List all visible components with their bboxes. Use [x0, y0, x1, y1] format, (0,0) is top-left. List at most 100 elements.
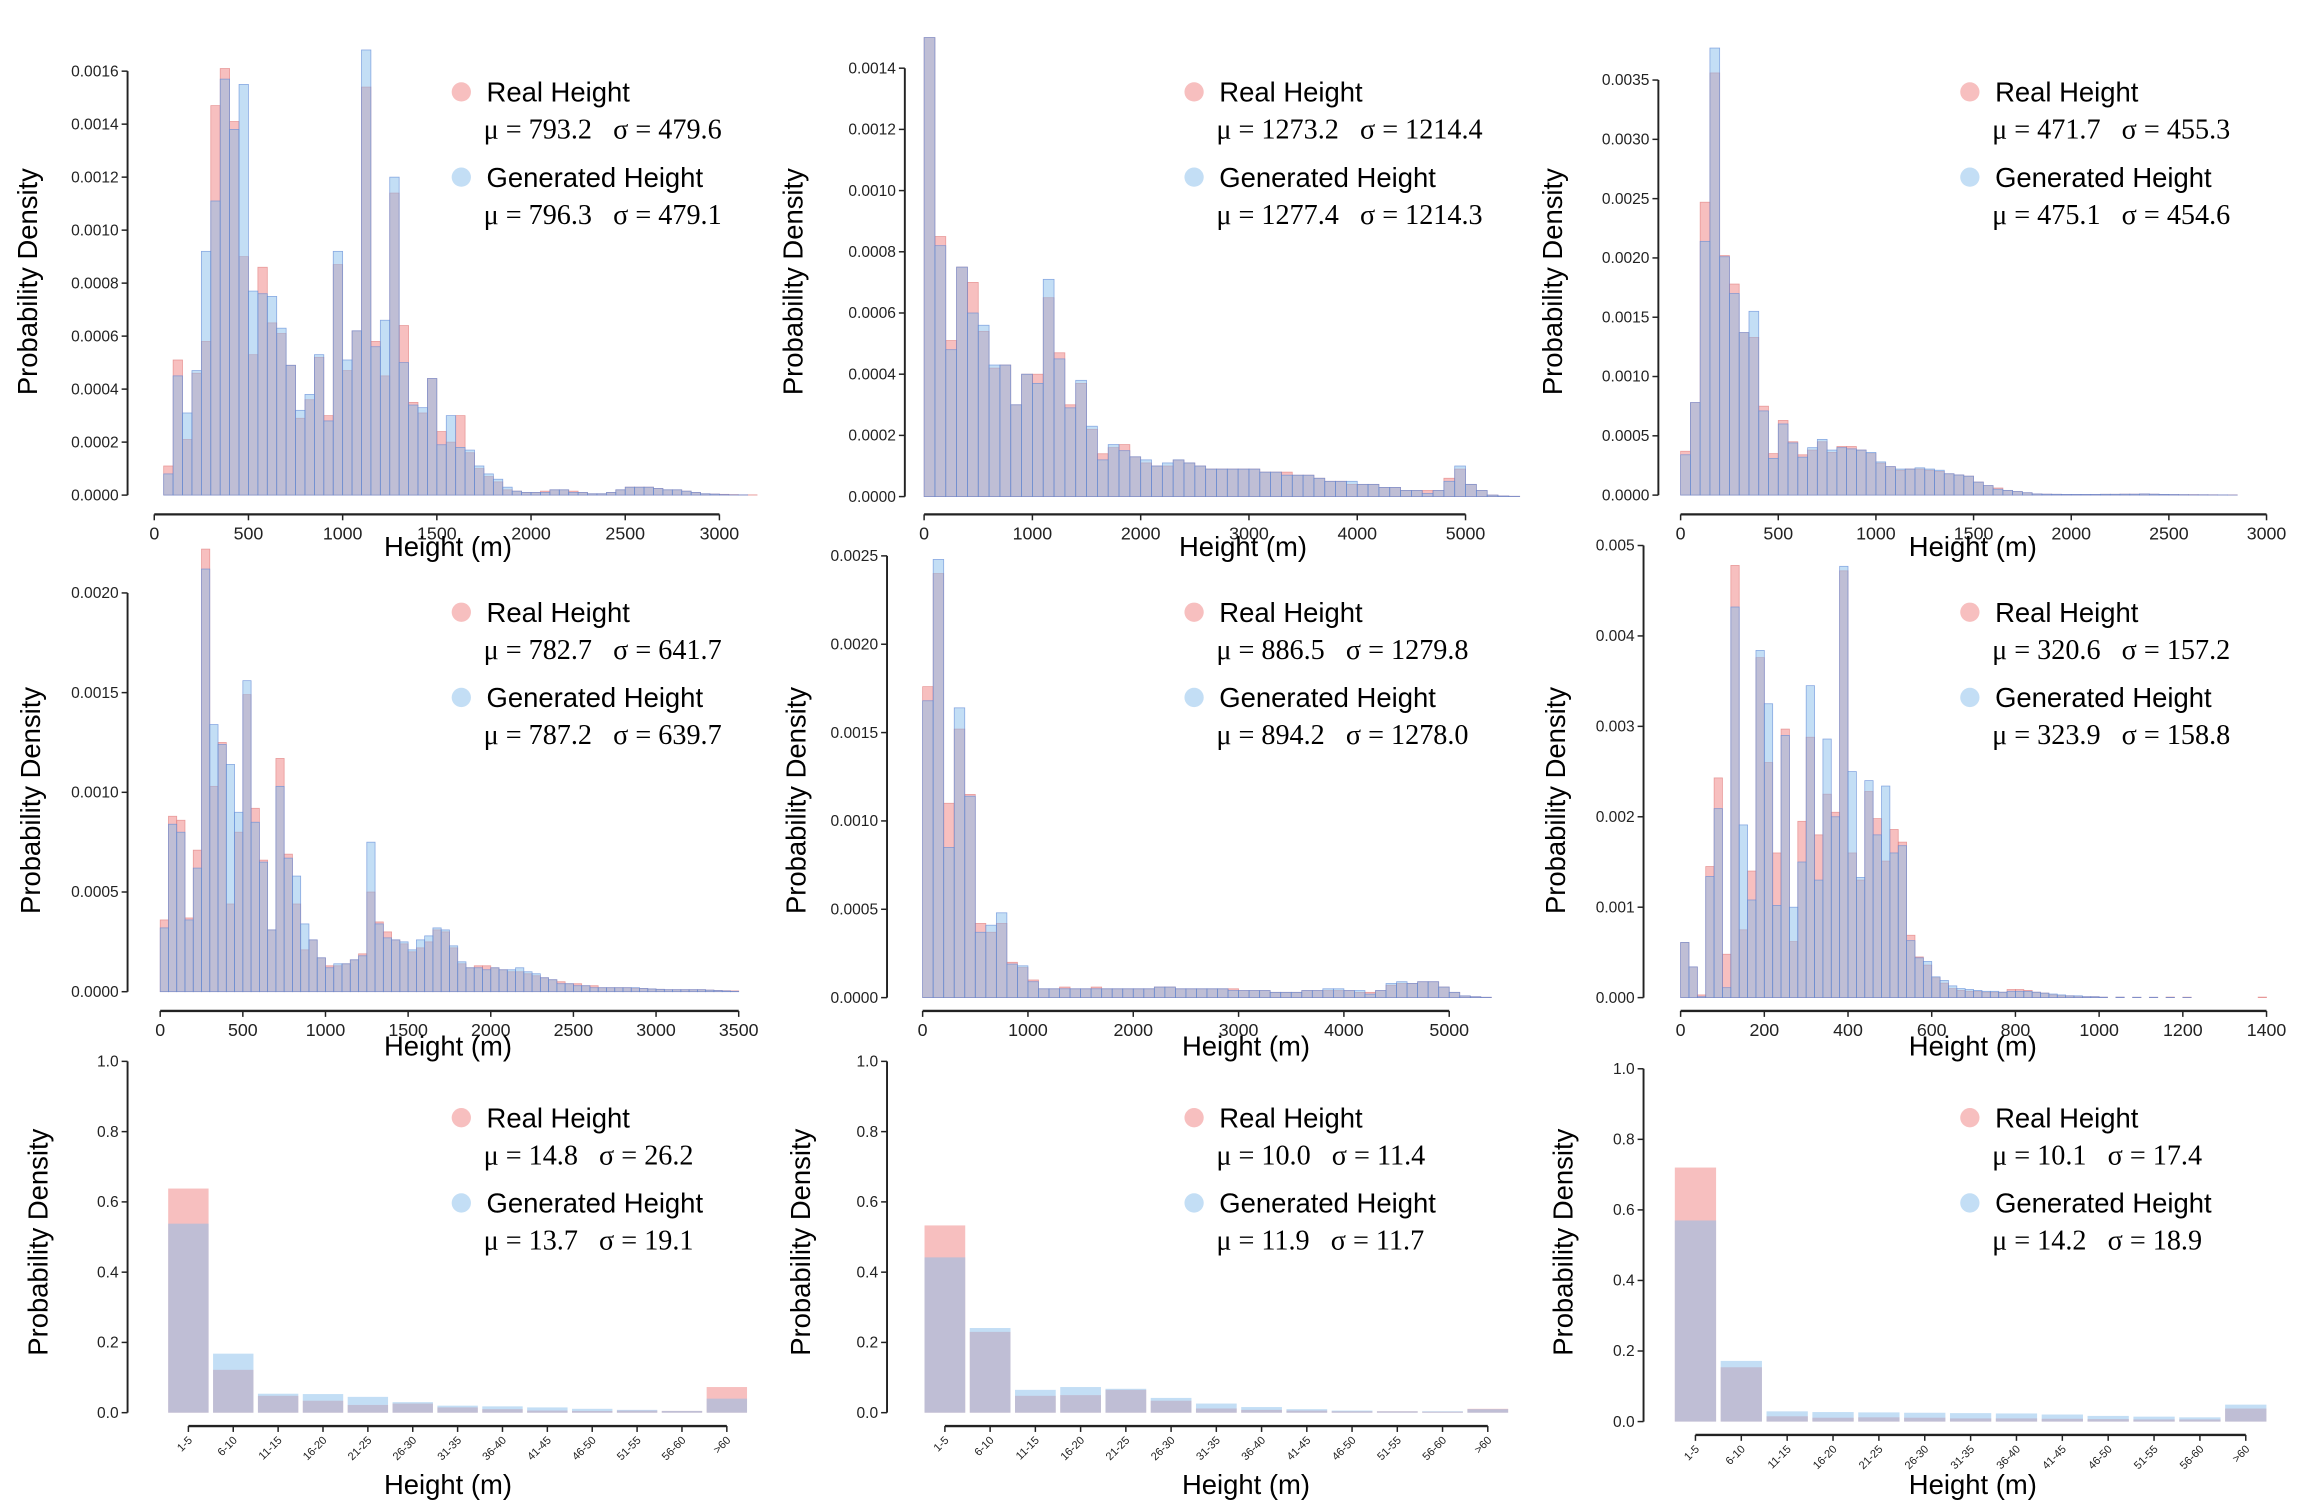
- x-category-label: 21-25: [1104, 1434, 1133, 1463]
- legend-stats: μ = 796.3 σ = 479.1: [484, 200, 722, 231]
- y-tick-label: 0.0025: [831, 548, 879, 565]
- generated-height-bar: [680, 989, 690, 993]
- generated-height-bar: [424, 935, 434, 993]
- generated-height-bar: [624, 486, 636, 496]
- generated-height-bar: [1356, 483, 1369, 497]
- generated-height-bar: [332, 250, 344, 496]
- y-tick-label: 0.002: [1596, 809, 1635, 826]
- generated-height-bar: [210, 200, 221, 496]
- legend-stats: μ = 886.5 σ = 1279.8: [1216, 635, 1468, 666]
- generated-height-bar: [1448, 991, 1461, 998]
- y-axis-title: Probability Density: [1547, 1128, 1578, 1355]
- generated-height-bar: [1385, 983, 1397, 998]
- legend: Real Height μ = 1273.2 σ = 1214.4 Generate…: [1184, 77, 1483, 231]
- generated-height-bar: [1953, 474, 1965, 496]
- generated-height-bar: [977, 324, 990, 497]
- legend-marker-generated: [1960, 687, 1980, 708]
- generated-height-bar: [1443, 480, 1456, 497]
- generated-height-bar: [1780, 735, 1790, 998]
- generated-height-bar: [182, 412, 193, 496]
- x-tick-label: 3000: [636, 1020, 676, 1040]
- generated-height-bar: [1995, 1413, 2038, 1422]
- generated-height-bar: [713, 990, 723, 993]
- x-axis-title: Height (m): [1909, 1030, 2037, 1061]
- legend-stats: μ = 13.7 σ = 19.1: [484, 1226, 694, 1257]
- generated-height-bar: [1814, 879, 1824, 998]
- y-axis-title: Probability Density: [777, 168, 808, 395]
- generated-height-bar: [1486, 494, 1499, 497]
- y-tick-label: 0.0010: [71, 785, 119, 802]
- generated-height-bar: [606, 492, 617, 496]
- generated-height-bar: [577, 492, 588, 496]
- y-tick-label: 0.4: [97, 1264, 119, 1281]
- x-category-label: 31-35: [1949, 1443, 1978, 1472]
- generated-height-bar: [1680, 942, 1690, 998]
- y-tick-label: 0.0020: [71, 585, 119, 602]
- y-tick-label: 0.0: [97, 1405, 119, 1422]
- generated-height-bar: [539, 977, 549, 993]
- generated-height-bar: [2002, 489, 2014, 496]
- y-tick-label: 0.003: [1596, 719, 1635, 736]
- generated-height-bar: [266, 296, 278, 496]
- generated-height-bar: [248, 290, 259, 496]
- generated-height-bar: [408, 404, 419, 496]
- generated-height-bar: [945, 349, 957, 497]
- legend-marker-real: [451, 82, 471, 102]
- generated-height-bar: [2129, 493, 2140, 496]
- generated-height-bar: [956, 266, 968, 497]
- generated-height-bar: [1730, 606, 1740, 998]
- generated-height-bar: [209, 724, 219, 993]
- x-tick-label: 500: [234, 524, 264, 544]
- y-axis-title: Probability Density: [1540, 687, 1571, 914]
- generated-height-bar: [1719, 256, 1730, 496]
- generated-height-bar: [1038, 988, 1050, 998]
- generated-height-bar: [681, 490, 692, 496]
- x-tick-label: 2000: [511, 524, 551, 544]
- y-tick-label: 0.0005: [71, 884, 119, 901]
- generated-height-bar: [1956, 988, 1966, 998]
- generated-height-bar: [2070, 494, 2082, 496]
- generated-height-bar: [2133, 1416, 2175, 1422]
- y-tick-label: 0.0010: [1602, 369, 1650, 386]
- y-tick-label: 0.0005: [1602, 428, 1650, 445]
- generated-height-bar: [1805, 685, 1815, 998]
- generated-height-bar: [1816, 438, 1828, 496]
- generated-height-bar: [1738, 824, 1748, 998]
- generated-height-bar: [1738, 332, 1750, 496]
- legend-label: Generated Height: [1995, 682, 2212, 713]
- x-tick-label: 2000: [1121, 524, 1161, 544]
- generated-height-bar: [1194, 465, 1207, 497]
- x-tick-label: 1500: [417, 524, 457, 544]
- generated-height-bar: [995, 912, 1008, 998]
- legend: Real Height μ = 10.1 σ = 17.4 Generated He…: [1960, 1102, 2212, 1257]
- y-tick-label: 0.0008: [71, 275, 119, 292]
- generated-height-bar: [568, 492, 579, 496]
- generated-height-bar: [1777, 423, 1789, 496]
- generated-height-bar: [1826, 449, 1838, 496]
- generated-height-bar: [333, 963, 343, 993]
- generated-height-bar: [1787, 442, 1799, 496]
- generated-height-bar: [672, 989, 682, 993]
- generated-height-bar: [1075, 379, 1087, 497]
- generated-height-bar: [1797, 861, 1807, 998]
- generated-height-bar: [1015, 1389, 1056, 1413]
- y-tick-label: 0.001: [1596, 899, 1635, 916]
- x-tick-label: 2500: [554, 1020, 594, 1040]
- y-tick-label: 0.0015: [71, 685, 119, 702]
- generated-height-bar: [1400, 490, 1412, 497]
- generated-height-bar: [1467, 1409, 1509, 1413]
- generated-height-bar: [379, 319, 391, 496]
- generated-height-bar: [416, 939, 426, 993]
- generated-height-bar: [1705, 876, 1715, 998]
- generated-height-bar: [1469, 996, 1482, 998]
- x-tick-label: 1000: [2079, 1020, 2119, 1040]
- legend-marker-real: [451, 602, 471, 622]
- generated-height-bar: [2041, 1414, 2083, 1422]
- x-tick-label: 1500: [1954, 524, 1994, 544]
- generated-height-bar: [1836, 447, 1847, 496]
- x-category-label: >60: [1473, 1434, 1495, 1456]
- generated-height-bar: [1027, 981, 1039, 998]
- generated-height-bar: [1897, 845, 1907, 998]
- generated-height-bar: [1096, 459, 1109, 497]
- generated-height-bar: [1375, 990, 1387, 998]
